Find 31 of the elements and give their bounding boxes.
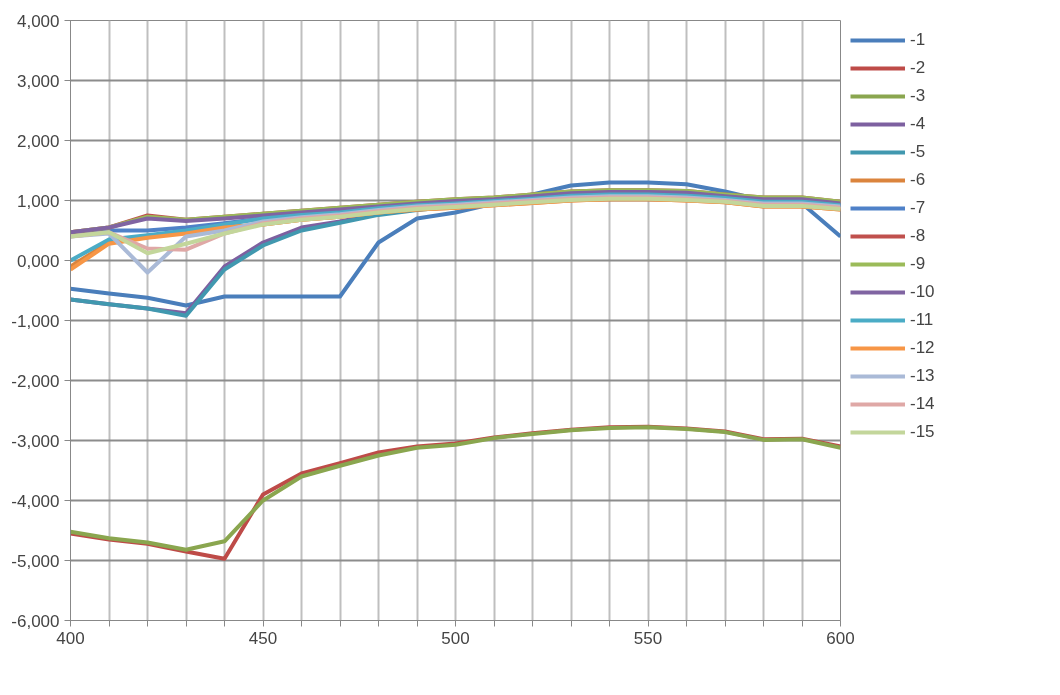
legend-label: -11: [910, 310, 934, 330]
legend-label: -8: [910, 226, 927, 246]
legend-label: -4: [910, 114, 927, 134]
legend-label: -2: [910, 58, 927, 78]
y-tick-label: -4,000: [11, 491, 60, 511]
legend-label: -13: [910, 366, 935, 386]
y-tick-label: -6,000: [11, 611, 60, 631]
y-tick-label: 2,000: [16, 131, 60, 151]
y-tick-label: -2,000: [11, 371, 60, 391]
legend-label: -12: [910, 338, 935, 358]
legend-label: -15: [910, 422, 935, 442]
x-tick-label: 450: [248, 628, 278, 648]
y-tick-label: 3,000: [16, 71, 60, 91]
y-tick-label: 1,000: [16, 191, 60, 211]
legend-label: -5: [910, 142, 927, 162]
legend-label: -3: [910, 86, 927, 106]
legend-label: -14: [910, 394, 935, 414]
y-tick-label: -1,000: [11, 311, 60, 331]
x-tick-label: 500: [441, 628, 470, 648]
legend-label: -6: [910, 170, 927, 190]
legend-label: -10: [910, 282, 935, 302]
legend-label: -1: [910, 30, 927, 50]
y-tick-label: 0,000: [16, 251, 60, 271]
legend-label: -7: [910, 198, 927, 218]
legend-label: -9: [910, 254, 927, 274]
x-tick-label: 550: [633, 628, 663, 648]
x-tick-label: 400: [56, 628, 85, 648]
y-tick-label: -5,000: [11, 551, 60, 571]
y-tick-label: 4,000: [16, 11, 60, 31]
y-tick-label: -3,000: [11, 431, 60, 451]
x-tick-label: 600: [826, 628, 855, 648]
